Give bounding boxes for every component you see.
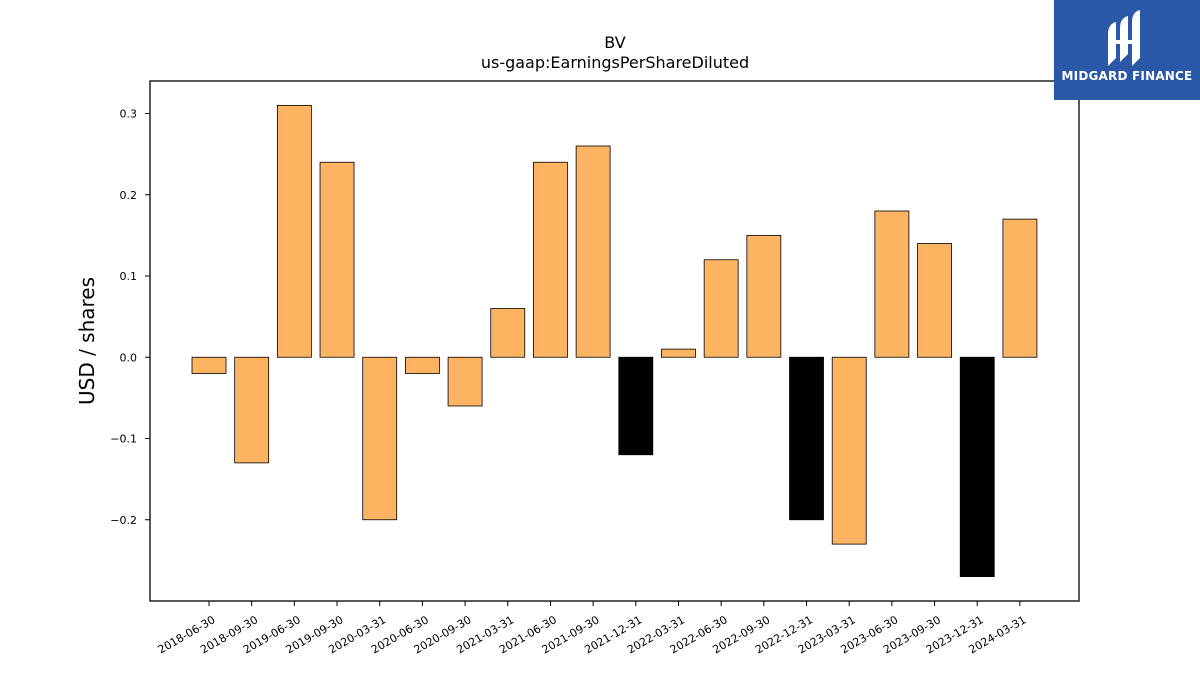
bar-2022-03-31 [661,348,696,358]
midgard-finance-logo: MIDGARD FINANCE [1054,0,1200,100]
bar-2020-03-31 [362,356,398,521]
y-tick-label: 0.3 [120,108,138,121]
bar-2023-12-31 [959,356,995,578]
y-tick-label: 0.1 [120,270,138,283]
chart-title: BV [604,33,625,52]
logo-text: MIDGARD FINANCE [1061,69,1193,83]
bar-2022-12-31 [789,356,824,521]
bar-2023-09-30 [917,243,952,358]
y-tick-label: 0.0 [120,351,138,364]
bar-2021-06-30 [533,161,568,358]
y-axis-ticks: −0.2 −0.1 0.0 0.1 0.2 0.3 [110,108,150,527]
y-tick-label: −0.2 [110,514,137,527]
y-tick-label: 0.2 [120,189,138,202]
bar-2020-06-30 [404,356,440,374]
bar-2021-12-31 [618,356,654,456]
bar-2020-09-30 [447,356,483,407]
x-axis-ticks: 2018-06-302018-09-302019-06-302019-09-30… [156,601,1028,656]
y-axis-label: USD / shares [75,277,99,405]
bar-2022-06-30 [703,259,739,358]
bar-2019-09-30 [319,161,355,358]
bar-2023-06-30 [874,210,910,358]
chart-subtitle: us-gaap:EarningsPerShareDiluted [481,53,749,72]
bar-2019-06-30 [276,104,312,358]
plot-area-frame [149,80,1080,602]
bar-2021-03-31 [490,308,526,358]
midgard-logo-icon [1108,10,1140,66]
bar-2023-03-31 [831,356,867,545]
bar-2018-06-30 [191,356,227,374]
bar-2018-09-30 [234,356,270,464]
bar-2024-03-31 [1002,218,1038,358]
y-tick-label: −0.1 [110,433,137,446]
bars-layer [191,104,1038,578]
bar-2021-09-30 [575,145,611,358]
bar-2022-09-30 [746,234,782,358]
